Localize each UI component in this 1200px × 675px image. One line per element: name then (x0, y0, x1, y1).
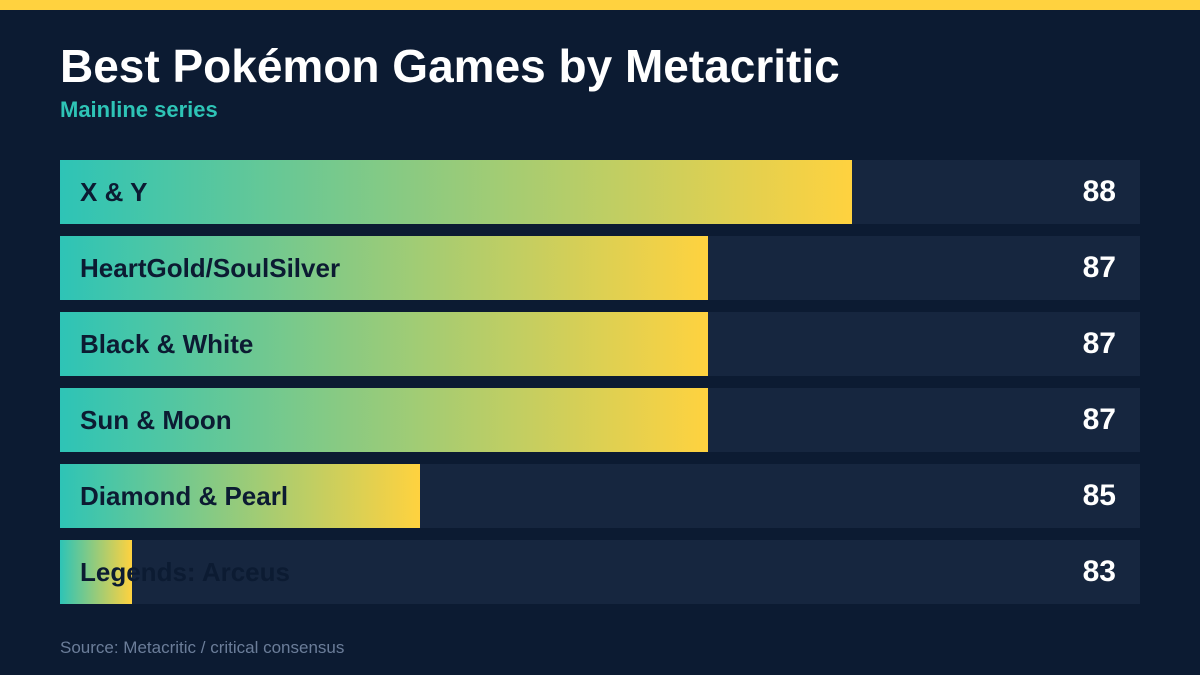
bar (60, 312, 708, 376)
bar-label: Sun & Moon (80, 405, 232, 435)
bar-row: Diamond & Pearl 85 (60, 464, 1140, 528)
bar-row: X & Y 88 (60, 160, 1140, 224)
bar-value-label: 88 (1082, 175, 1116, 208)
chart-title: Best Pokémon Games by Metacritic (60, 40, 840, 92)
bar (60, 540, 132, 604)
bar (60, 388, 708, 452)
bar-row: Black & White 87 (60, 312, 1140, 376)
bar (60, 464, 420, 528)
top-accent-stripe (0, 0, 1200, 10)
bar-label: Legends: Arceus (80, 557, 290, 587)
bar-value-label: 83 (1082, 555, 1116, 588)
source-note: Source: Metacritic / critical consensus (60, 638, 345, 657)
bar-row: Legends: Arceus 83 (60, 540, 1140, 604)
bar-row: HeartGold/SoulSilver 87 (60, 236, 1140, 300)
chart-subtitle: Mainline series (60, 97, 218, 122)
bar-label: Diamond & Pearl (80, 481, 289, 511)
bar-value-label: 87 (1082, 403, 1116, 436)
bar-value-label: 87 (1082, 251, 1116, 284)
bar-value-label: 85 (1082, 479, 1116, 512)
bar-label: HeartGold/SoulSilver (80, 253, 341, 283)
bar-row: Sun & Moon 87 (60, 388, 1140, 452)
bar-label: Black & White (80, 329, 254, 359)
bar-label: X & Y (80, 177, 148, 207)
bar-value-label: 87 (1082, 327, 1116, 360)
bar (60, 236, 708, 300)
bar (60, 160, 852, 224)
